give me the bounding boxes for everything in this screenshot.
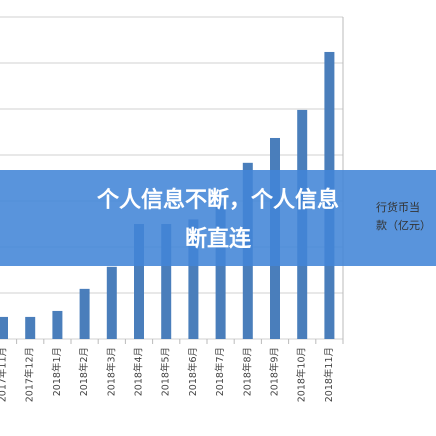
bar [106,266,117,339]
x-tick-label: 2018年10月 [296,347,308,402]
x-tick-label: 2017年12月 [24,347,36,402]
x-tick-label: 2018年2月 [78,347,90,396]
bar [215,205,226,339]
legend-text: 款（亿元） [376,218,431,232]
bar [134,224,144,339]
bar [161,224,172,339]
bar [79,288,90,339]
x-tick-label: 2018年11月 [323,347,335,402]
x-tick-label: 2018年1月 [51,347,63,396]
x-tick-label: 2018年8月 [241,347,253,396]
x-tick-label: 2018年4月 [133,347,145,396]
x-tick-label: 2018年7月 [214,347,226,396]
bar [188,219,199,339]
x-tick-label: 2018年6月 [187,347,199,396]
x-tick-label: 2018年5月 [160,347,172,396]
bar [25,316,36,339]
legend-text: 行货币当 [376,200,420,214]
x-tick-label: 2018年9月 [269,347,281,396]
x-tick-label: 2018年3月 [105,347,117,396]
banner-title: 个人信息不断，个人信息 [97,187,339,213]
bar [52,310,63,339]
banner-title: 断直连 [185,226,252,252]
bar [0,316,8,339]
banner [0,170,436,266]
x-tick-label: 2017年11月 [0,347,9,402]
